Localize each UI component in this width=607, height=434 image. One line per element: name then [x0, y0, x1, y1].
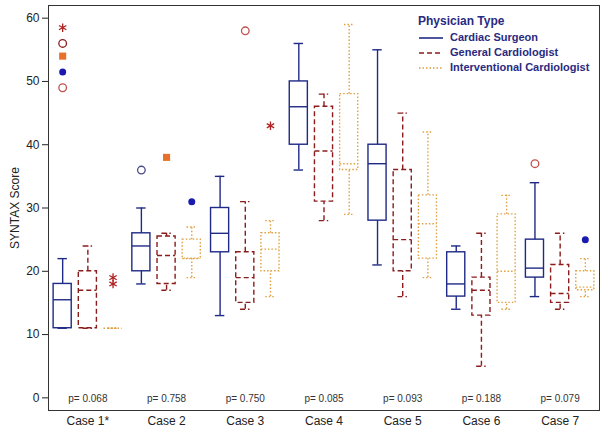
- html-text:Cardiac Surgeon: Cardiac Surgeon: [450, 31, 538, 43]
- svg-text:Case 4: Case 4: [305, 414, 343, 428]
- svg-text:20: 20: [26, 264, 40, 278]
- svg-text:Case 6: Case 6: [462, 414, 500, 428]
- svg-text:Case 2: Case 2: [148, 414, 186, 428]
- html-text:General Cardiologist: General Cardiologist: [450, 46, 559, 58]
- svg-text:Case 5: Case 5: [384, 414, 422, 428]
- svg-text:p= 0.085: p= 0.085: [304, 393, 344, 404]
- html-text:Physician Type: Physician Type: [418, 14, 505, 28]
- svg-text:p= 0.079: p= 0.079: [541, 393, 581, 404]
- svg-text:50: 50: [26, 74, 40, 88]
- html-text:Interventional Cardiologist: Interventional Cardiologist: [450, 61, 590, 73]
- svg-text:p= 0.758: p= 0.758: [147, 393, 187, 404]
- svg-text:p= 0.093: p= 0.093: [383, 393, 423, 404]
- svg-text:p= 0.068: p= 0.068: [68, 393, 108, 404]
- svg-text:40: 40: [26, 138, 40, 152]
- svg-text:p= 0.188: p= 0.188: [462, 393, 502, 404]
- svg-text:10: 10: [26, 327, 40, 341]
- svg-text:Case 7: Case 7: [541, 414, 579, 428]
- svg-text:0: 0: [33, 391, 40, 405]
- svg-text:60: 60: [26, 11, 40, 25]
- svg-text:SYNTAX Score: SYNTAX Score: [8, 167, 22, 249]
- svg-text:p= 0.750: p= 0.750: [226, 393, 266, 404]
- svg-text:Case 3: Case 3: [226, 414, 264, 428]
- svg-text:Case 1*: Case 1*: [67, 414, 110, 428]
- svg-text:30: 30: [26, 201, 40, 215]
